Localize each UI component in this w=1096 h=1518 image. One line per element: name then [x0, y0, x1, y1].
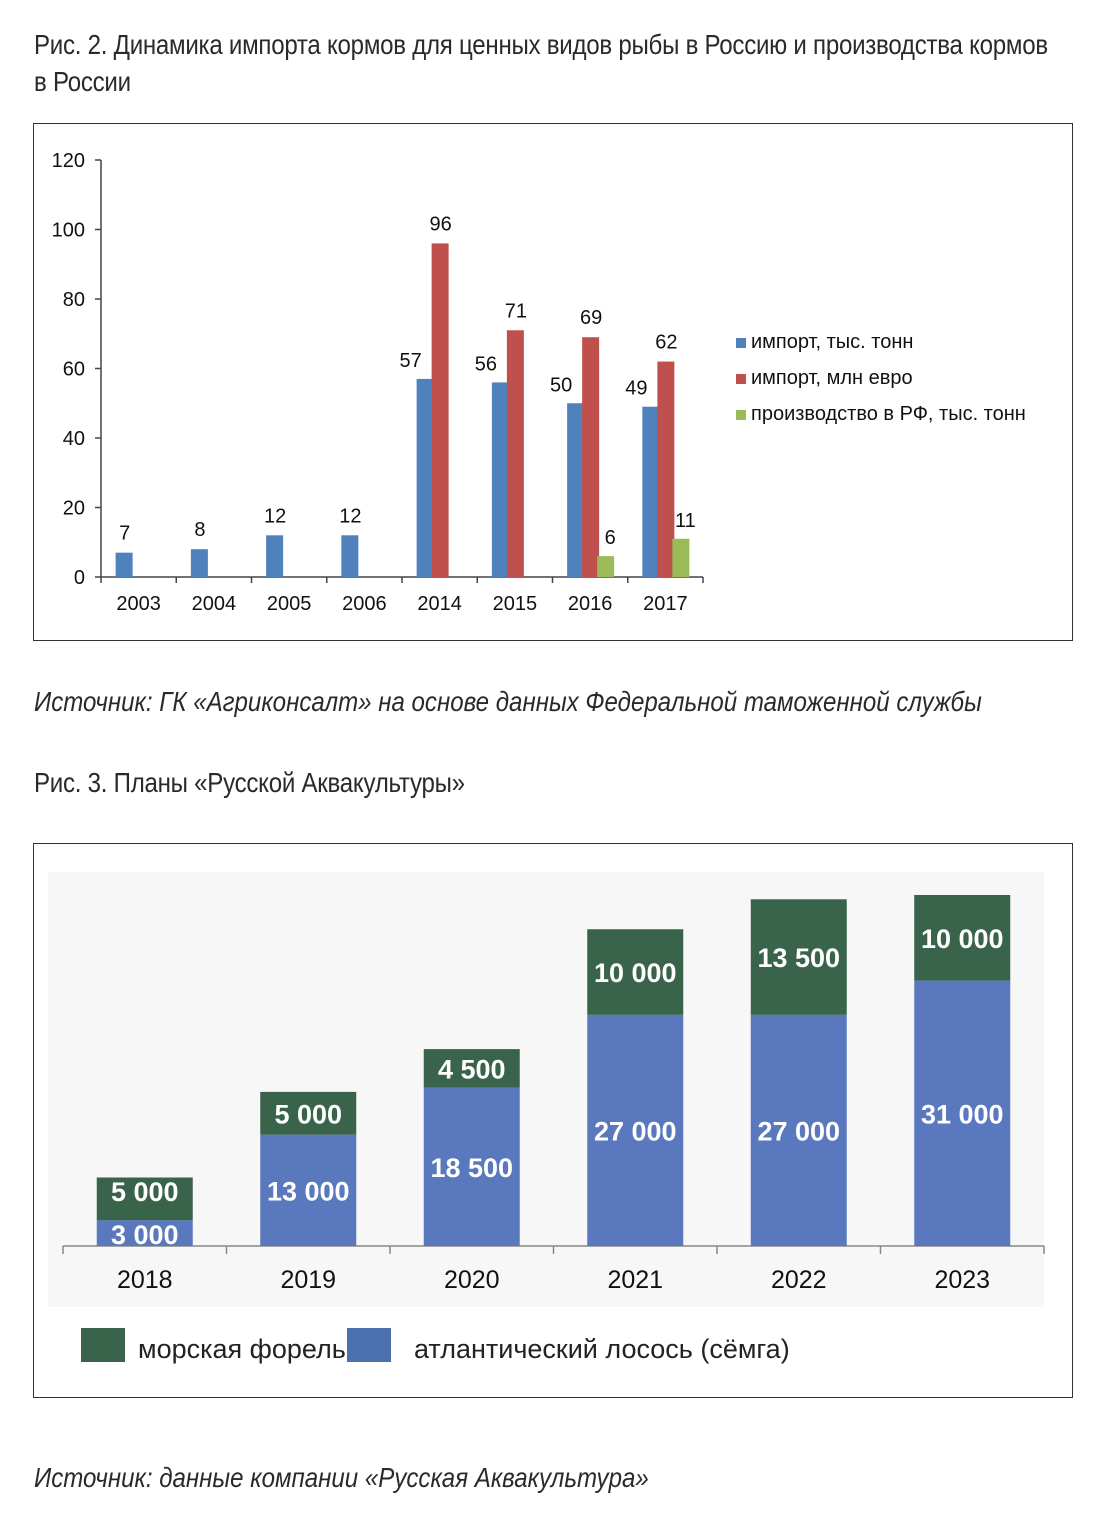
bar-1 — [567, 403, 585, 577]
data-label: 12 — [264, 505, 286, 527]
segment-label: 27 000 — [594, 1116, 677, 1146]
segment-label: 27 000 — [757, 1116, 840, 1146]
segment-label: 10 000 — [594, 958, 677, 988]
legend-label: атлантический лосось (сёмга) — [414, 1334, 790, 1364]
bar-1 — [491, 382, 509, 577]
stack-segment-1 — [914, 980, 1011, 1246]
x-tick-label: 2022 — [771, 1266, 827, 1294]
data-label: 7 — [119, 523, 130, 545]
legend-label: импорт, млн евро — [751, 367, 913, 389]
bar-2 — [431, 243, 449, 577]
bar-1 — [266, 535, 284, 577]
data-label: 71 — [505, 300, 527, 322]
segment-label: 31 000 — [921, 1099, 1004, 1129]
stack-segment-2 — [423, 1049, 520, 1088]
bar-3 — [672, 538, 690, 577]
y-tick-label: 0 — [74, 567, 85, 589]
segment-label: 5 000 — [274, 1099, 342, 1129]
bar-3 — [597, 556, 615, 577]
figure3-source: Источник: данные компании «Русская Аквак… — [34, 1462, 649, 1493]
figure2-bar-chart: 0 20 40 60 80 100 120 2003 7 2004 8 2005 12 2006 12 201… — [52, 150, 1026, 615]
stack-segment-1 — [423, 1087, 520, 1246]
figure2-caption: Рис. 2. Динамика импорта кормов для ценн… — [34, 29, 1048, 97]
x-tick-label: 2004 — [192, 593, 237, 615]
legend-swatch-3 — [736, 410, 746, 420]
stack-segment-2 — [750, 899, 847, 1015]
figure2-chart-frame: 0 20 40 60 80 100 120 2003 7 2004 8 2005 12 2006 12 201… — [33, 123, 1073, 641]
data-label: 8 — [194, 519, 205, 541]
data-label: 6 — [605, 527, 616, 549]
bar-2 — [657, 361, 675, 577]
x-tick-label: 2023 — [934, 1266, 990, 1294]
data-label: 50 — [550, 374, 572, 396]
data-label: 12 — [339, 505, 361, 527]
x-tick-label: 2016 — [568, 593, 613, 615]
segment-label: 5 000 — [111, 1177, 179, 1207]
stack-segment-2 — [914, 895, 1011, 981]
stack-segment-1 — [96, 1220, 193, 1246]
y-tick-label: 20 — [63, 498, 85, 520]
legend-label: производство в РФ, тыс. тонн — [751, 403, 1026, 425]
figure3-chart-frame: 3 000 5 000 2018 13 000 5 000 2019 18 500 4 500… — [33, 843, 1073, 1398]
bar-2 — [582, 337, 600, 577]
data-label: 62 — [655, 332, 677, 354]
segment-label: 10 000 — [921, 924, 1004, 954]
data-label: 57 — [400, 350, 422, 372]
x-tick-label: 2018 — [117, 1266, 173, 1294]
y-tick-label: 40 — [63, 428, 85, 450]
x-tick-label: 2005 — [267, 593, 312, 615]
legend-swatch-1 — [347, 1328, 391, 1362]
segment-label: 4 500 — [438, 1054, 506, 1084]
bar-1 — [642, 406, 660, 577]
bar-1 — [115, 552, 133, 577]
x-tick-label: 2021 — [607, 1266, 663, 1294]
data-label: 11 — [675, 510, 696, 532]
figure2-source: Источник: ГК «Агриконсалт» на основе дан… — [34, 686, 982, 717]
data-label: 96 — [430, 213, 452, 235]
y-tick-label: 80 — [63, 289, 85, 311]
figure3-caption: Рис. 3. Планы «Русской Аквакультуры» — [34, 767, 465, 798]
data-label: 69 — [580, 307, 602, 329]
y-tick-label: 100 — [52, 220, 85, 242]
legend-swatch-2 — [736, 374, 746, 384]
segment-label: 18 500 — [430, 1153, 513, 1183]
bar-2 — [506, 330, 524, 577]
figure3-stacked-bar-chart: 3 000 5 000 2018 13 000 5 000 2019 18 500 4 500… — [48, 872, 1045, 1364]
x-tick-label: 2017 — [643, 593, 688, 615]
x-tick-label: 2003 — [116, 593, 161, 615]
data-label: 49 — [625, 378, 647, 400]
segment-label: 13 500 — [757, 943, 840, 973]
plot-background — [48, 872, 1044, 1307]
bar-1 — [190, 549, 208, 577]
stack-segment-2 — [587, 929, 684, 1015]
y-tick-label: 120 — [52, 150, 85, 172]
stack-segment-2 — [260, 1091, 357, 1135]
x-tick-label: 2014 — [417, 593, 462, 615]
bar-1 — [341, 535, 359, 577]
legend-label: импорт, тыс. тонн — [751, 331, 913, 353]
stack-segment-1 — [587, 1014, 684, 1246]
stack-segment-1 — [260, 1134, 357, 1246]
stack-segment-1 — [750, 1014, 847, 1246]
segment-label: 3 000 — [111, 1220, 179, 1250]
legend-label: морская форель — [138, 1334, 346, 1364]
y-tick-label: 60 — [63, 359, 85, 381]
stack-segment-2 — [96, 1177, 193, 1221]
legend-swatch-2 — [81, 1328, 125, 1362]
bar-1 — [416, 378, 434, 577]
segment-label: 13 000 — [267, 1176, 350, 1206]
x-tick-label: 2019 — [280, 1266, 336, 1294]
x-tick-label: 2006 — [342, 593, 387, 615]
x-tick-label: 2020 — [444, 1266, 500, 1294]
data-label: 56 — [475, 353, 497, 375]
legend-swatch-1 — [736, 338, 746, 348]
x-tick-label: 2015 — [493, 593, 538, 615]
